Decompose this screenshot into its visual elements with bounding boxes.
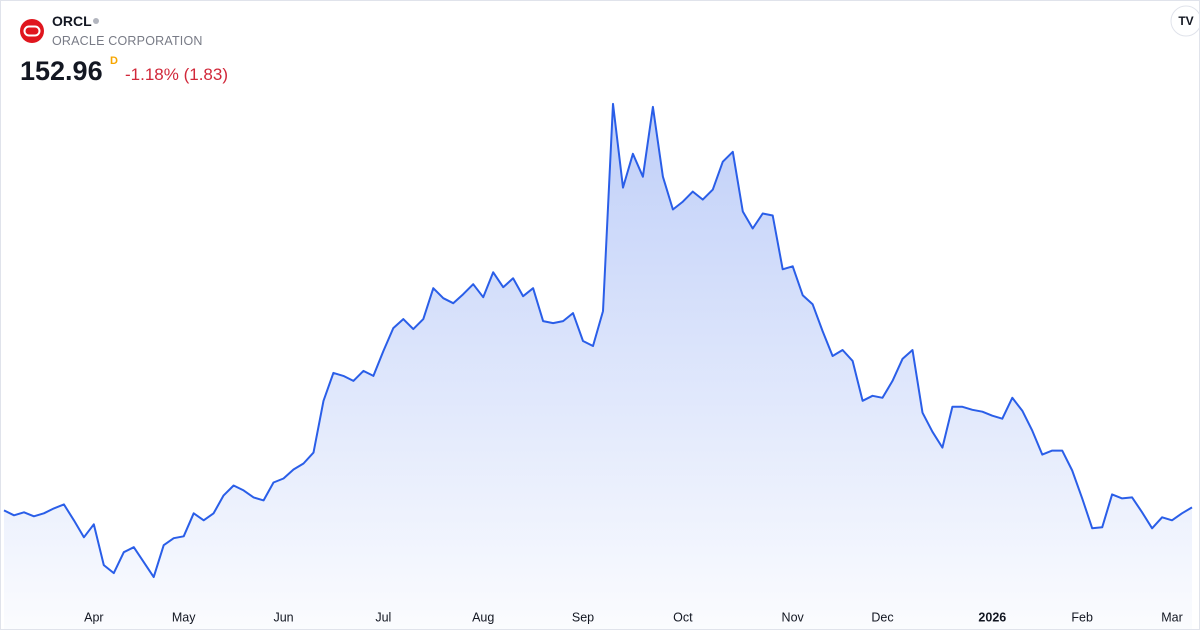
tv-logo[interactable]: TV xyxy=(1170,5,1199,37)
interval: D xyxy=(110,55,118,67)
x-tick-label: Jun xyxy=(273,610,293,624)
svg-text:TV: TV xyxy=(1178,14,1193,28)
x-tick-label: 2026 xyxy=(978,610,1006,624)
status-dot xyxy=(93,18,99,24)
change: -1.18% (1.83) xyxy=(125,65,228,84)
logo xyxy=(20,19,44,43)
x-tick-label: Sep xyxy=(572,610,594,624)
x-tick-label: Apr xyxy=(84,610,103,624)
symbol: ORCL xyxy=(52,13,92,29)
x-tick-label: Dec xyxy=(871,610,893,624)
price: 152.96 xyxy=(20,56,103,86)
x-tick-label: Mar xyxy=(1161,610,1183,624)
area-fill xyxy=(4,103,1192,629)
company-name: ORACLE CORPORATION xyxy=(52,34,203,48)
x-tick-label: Jul xyxy=(375,610,391,624)
x-tick-label: Aug xyxy=(472,610,494,624)
x-tick-label: Nov xyxy=(782,610,805,624)
x-tick-label: May xyxy=(172,610,196,624)
x-tick-label: Feb xyxy=(1071,610,1093,624)
price-line xyxy=(3,102,1193,579)
x-tick-label: Oct xyxy=(673,610,693,624)
